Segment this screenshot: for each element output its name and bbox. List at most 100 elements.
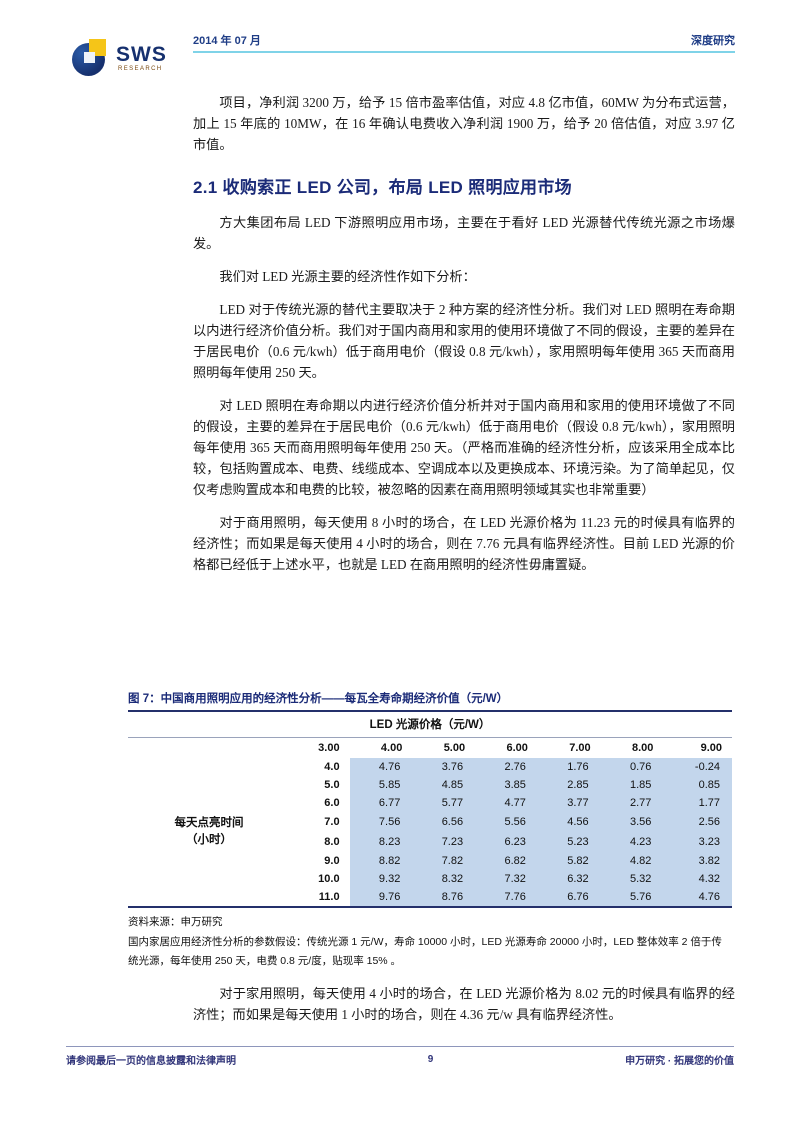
cell-6-4: 5.32	[600, 870, 664, 888]
footer-disclaimer: 请参阅最后一页的信息披露和法律声明	[66, 1056, 236, 1067]
cell-1-5: 0.85	[663, 776, 732, 794]
side-axis-label-line1: 每天点亮时间	[174, 817, 244, 829]
cell-7-3: 6.76	[537, 888, 601, 908]
side-axis-label-line2: （小时）	[186, 834, 232, 846]
economics-table-body: LED 光源价格（元/W） 3.00 4.00 5.00 6.00 7.00 8…	[128, 710, 732, 908]
column-header-3: 6.00	[506, 742, 528, 754]
cell-4-5: 3.23	[663, 832, 732, 852]
table-row: 11.0 9.76 8.76 7.76 6.76 5.76 4.76	[128, 888, 732, 908]
column-header-5: 8.00	[631, 742, 654, 754]
cell-4-3: 5.23	[537, 832, 601, 852]
header-divider	[193, 51, 735, 53]
side-axis-label: 每天点亮时间 （小时）	[128, 812, 290, 852]
cell-3-0: 7.56	[349, 812, 413, 832]
tail-content: 对于家用照明，每天使用 4 小时的场合，在 LED 光源价格为 8.02 元的时…	[193, 983, 735, 1037]
paragraph-4: 对 LED 照明在寿命期以内进行经济价值分析并对于国内商用和家用的使用环境做了不…	[193, 398, 735, 497]
table-row: 8.0 8.23 7.23 6.23 5.23 4.23 3.23	[128, 832, 732, 852]
cell-2-5: 1.77	[663, 794, 732, 812]
table-row: 9.0 8.82 7.82 6.82 5.82 4.82 3.82	[128, 852, 732, 870]
cell-2-1: 5.77	[412, 794, 476, 812]
cell-0-2: 2.76	[475, 758, 538, 776]
row-label-2: 6.0	[290, 794, 350, 812]
column-header-0: 3.00	[318, 742, 340, 754]
row-label-3: 7.0	[290, 812, 350, 832]
cell-1-2: 3.85	[475, 776, 538, 794]
column-header-6: 9.00	[700, 742, 722, 754]
paragraph-tail: 对于家用照明，每天使用 4 小时的场合，在 LED 光源价格为 8.02 元的时…	[193, 986, 735, 1022]
cell-5-0: 8.82	[349, 852, 413, 870]
cell-6-2: 7.32	[475, 870, 538, 888]
cell-1-4: 1.85	[600, 776, 664, 794]
header-bar: 2014 年 07 月 深度研究	[193, 32, 735, 53]
cell-0-5: -0.24	[663, 758, 732, 776]
side-spacer-1	[128, 776, 290, 794]
footer-slogan: 申万研究 · 拓展您的价值	[625, 1056, 734, 1067]
logo-wordmark: SWS	[116, 43, 167, 66]
paragraph-3: LED 对于传统光源的替代主要取决于 2 种方案的经济性分析。我们对 LED 照…	[193, 302, 735, 380]
header-date: 2014 年 07 月	[193, 35, 261, 47]
cell-7-4: 5.76	[600, 888, 664, 908]
cell-3-1: 6.56	[412, 812, 476, 832]
table-row: 4.0 4.76 3.76 2.76 1.76 0.76 -0.24	[128, 758, 732, 776]
column-header-2: 5.00	[443, 742, 466, 754]
cell-6-5: 4.32	[663, 870, 732, 888]
cell-0-1: 3.76	[412, 758, 476, 776]
cell-2-3: 3.77	[537, 794, 601, 812]
cell-6-0: 9.32	[349, 870, 413, 888]
cell-0-4: 0.76	[600, 758, 664, 776]
table-column-header-row: 3.00 4.00 5.00 6.00 7.00 8.00 9.00	[128, 737, 732, 758]
cell-1-3: 2.85	[537, 776, 601, 794]
row-label-5: 9.0	[290, 852, 350, 870]
logo-subtitle: RESEARCH	[118, 66, 163, 72]
figure-notes: 资料来源：申万研究 国内家居应用经济性分析的参数假设：传统光源 1 元/W，寿命…	[128, 908, 732, 971]
paragraph-5: 对于商用照明，每天使用 8 小时的场合，在 LED 光源价格为 11.23 元的…	[193, 515, 735, 572]
table-row: 5.0 5.85 4.85 3.85 2.85 1.85 0.85	[128, 776, 732, 794]
cell-0-3: 1.76	[537, 758, 601, 776]
cell-7-0: 9.76	[349, 888, 413, 908]
row-label-1: 5.0	[290, 776, 350, 794]
logo-inner-square-shape	[84, 52, 95, 63]
side-spacer-6	[128, 870, 290, 888]
cell-5-1: 7.82	[412, 852, 476, 870]
cell-6-3: 6.32	[537, 870, 601, 888]
cell-1-0: 5.85	[349, 776, 413, 794]
row-label-6: 10.0	[290, 870, 350, 888]
cell-5-4: 4.82	[600, 852, 664, 870]
figure-7: 图 7：中国商用照明应用的经济性分析——每瓦全寿命期经济价值（元/W） LED …	[128, 690, 732, 972]
figure-assumption-note: 国内家居应用经济性分析的参数假设：传统光源 1 元/W，寿命 10000 小时，…	[128, 936, 722, 967]
cell-7-5: 4.76	[663, 888, 732, 908]
page-header: SWS RESEARCH 2014 年 07 月 深度研究	[0, 32, 800, 90]
economics-table: LED 光源价格（元/W） 3.00 4.00 5.00 6.00 7.00 8…	[128, 710, 732, 908]
column-header-4: 7.00	[569, 742, 591, 754]
side-spacer-0	[128, 758, 290, 776]
cell-2-2: 4.77	[475, 794, 538, 812]
cell-0-0: 4.76	[349, 758, 413, 776]
row-label-4: 8.0	[290, 832, 350, 852]
cell-3-2: 5.56	[475, 812, 538, 832]
cell-4-4: 4.23	[600, 832, 664, 852]
cell-7-1: 8.76	[412, 888, 476, 908]
row-label-7: 11.0	[290, 888, 350, 908]
cell-3-4: 3.56	[600, 812, 664, 832]
page-number: 9	[427, 1054, 434, 1065]
cell-3-3: 4.56	[537, 812, 601, 832]
header-report-type: 深度研究	[691, 35, 735, 47]
paragraph-2: 我们对 LED 光源主要的经济性作如下分析：	[219, 269, 476, 284]
side-spacer-7	[128, 888, 290, 908]
side-spacer-2	[128, 794, 290, 812]
cell-3-5: 2.56	[663, 812, 732, 832]
cell-1-1: 4.85	[412, 776, 476, 794]
logo-mark-icon	[72, 39, 112, 79]
page-title: 2.1 收购索正 LED 公司，布局 LED 照明应用市场	[193, 178, 572, 197]
cell-2-4: 2.77	[600, 794, 664, 812]
paragraph-1: 方大集团布局 LED 下游照明应用市场，主要在于看好 LED 光源替代传统光源之…	[193, 215, 735, 251]
side-spacer-5	[128, 852, 290, 870]
cell-2-0: 6.77	[349, 794, 413, 812]
page-footer: 请参阅最后一页的信息披露和法律声明 9 申万研究 · 拓展您的价值	[66, 1046, 734, 1067]
cell-4-2: 6.23	[475, 832, 538, 852]
sws-logo: SWS RESEARCH	[72, 36, 192, 82]
cell-5-5: 3.82	[663, 852, 732, 870]
table-row: 10.0 9.32 8.32 7.32 6.32 5.32 4.32	[128, 870, 732, 888]
table-row: 6.0 6.77 5.77 4.77 3.77 2.77 1.77	[128, 794, 732, 812]
